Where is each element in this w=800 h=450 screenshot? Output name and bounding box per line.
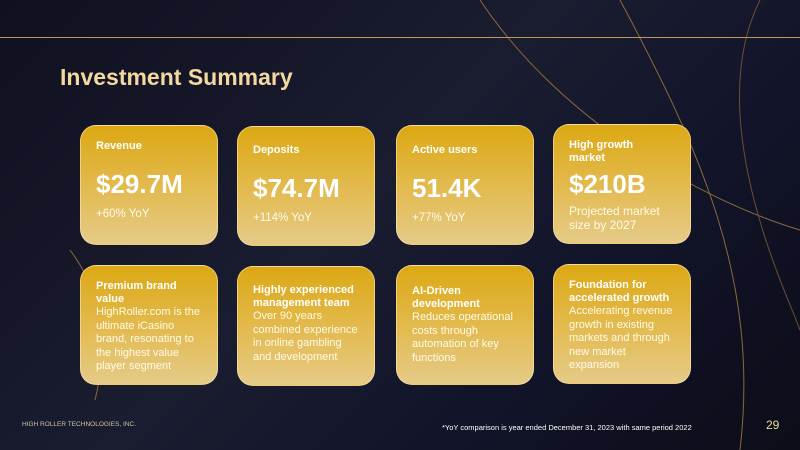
metric-value: $210B [569,169,646,199]
company-name: HIGH ROLLER TECHNOLOGIES, INC. [22,421,137,428]
metric-value: $29.7M [96,169,183,199]
highlight-label: AI-Driven development [412,285,480,310]
metric-card-active-users: Active users 51.4K +77% YoY [396,125,534,245]
highlight-label: Foundation for accelerated growth [569,279,670,304]
highlight-label: Highly experienced management team [253,284,354,309]
highlight-desc: HighRoller.com is the ultimate iCasino b… [96,306,200,372]
highlight-desc: Over 90 years combined experience in onl… [253,310,358,363]
metric-sub: +60% YoY [96,208,150,220]
metric-value: 51.4K [412,173,482,203]
highlight-card-growth: Foundation for accelerated growth Accele… [553,264,691,384]
metric-sub: +77% YoY [412,212,466,224]
metric-sub: Projected market size by 2027 [569,204,660,232]
top-divider [0,37,800,38]
page-title: Investment Summary [60,64,293,90]
metric-label: Revenue [96,140,142,152]
highlight-desc: Accelerating revenue growth in existing … [569,305,673,371]
metric-label: Deposits [253,144,300,156]
highlight-card-ai: AI-Driven development Reduces operationa… [396,265,534,385]
highlight-desc: Reduces operational costs through automa… [412,311,513,364]
metric-label: Active users [412,144,478,156]
metric-card-market: High growth market $210B Projected marke… [553,124,691,244]
metric-sub: +114% YoY [253,212,312,224]
highlight-card-team: Highly experienced management team Over … [237,266,375,386]
highlight-label: Premium brand value [96,280,177,305]
page-number: 29 [766,418,780,432]
metric-card-deposits: Deposits $74.7M +114% YoY [237,126,375,246]
metric-card-revenue: Revenue $29.7M +60% YoY [80,125,218,245]
metric-label: High growth market [569,139,634,164]
metric-value: $74.7M [253,173,340,203]
footnote: *YoY comparison is year ended December 3… [442,423,692,432]
highlight-card-brand: Premium brand value HighRoller.com is th… [80,265,218,385]
